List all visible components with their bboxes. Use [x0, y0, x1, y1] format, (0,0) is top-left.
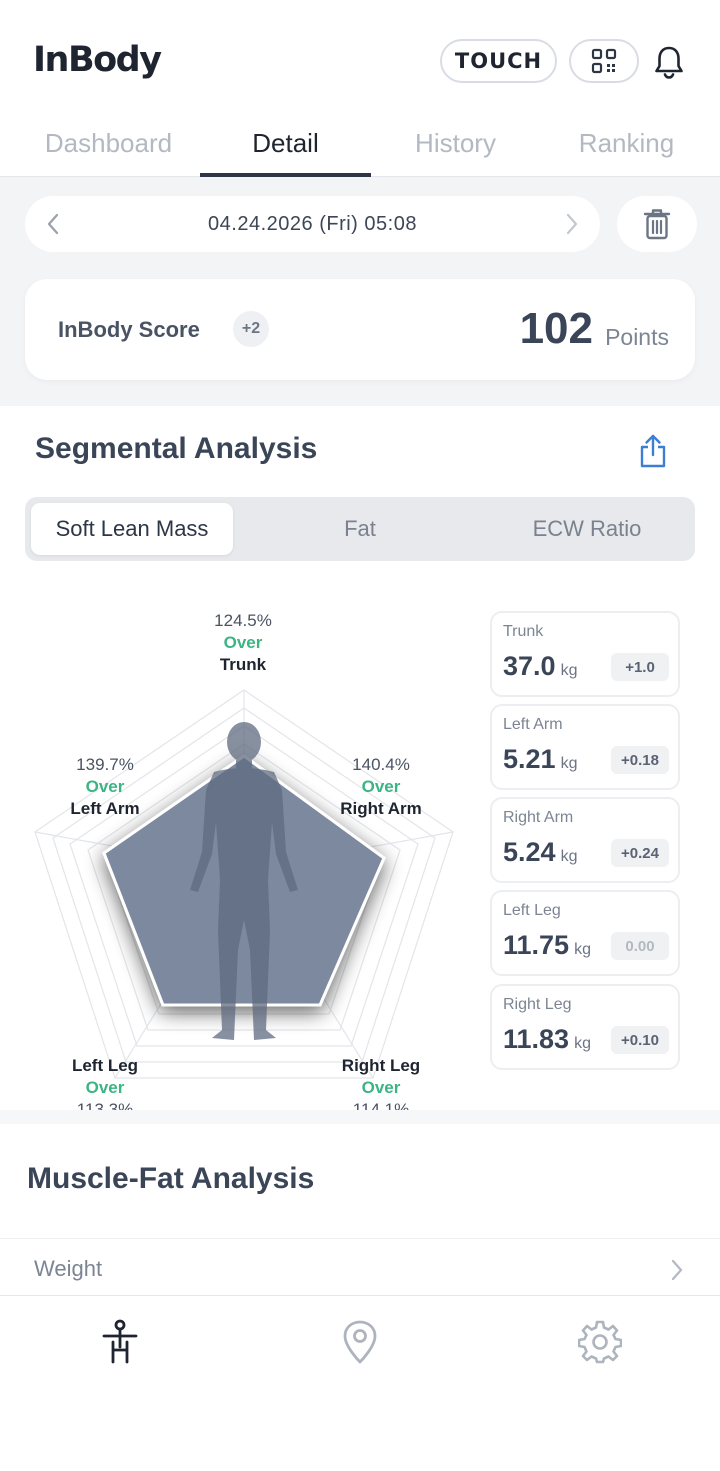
segment-change-badge: +0.24	[611, 839, 669, 867]
segment-selector: Soft Lean Mass Fat ECW Ratio	[25, 497, 695, 561]
inbody-score-card[interactable]: InBody Score +2 102 Points	[25, 279, 695, 380]
radar-label-right-arm: 140.4% Over Right Arm	[340, 755, 422, 818]
location-pin-icon	[343, 1320, 377, 1364]
score-label: InBody Score	[58, 317, 200, 342]
weight-row[interactable]: Weight	[0, 1238, 720, 1296]
bell-icon	[655, 46, 683, 79]
segment-card-left-leg[interactable]: Left Leg 11.75 kg 0.00	[490, 890, 680, 976]
delete-button[interactable]	[617, 196, 697, 252]
tab-detail[interactable]: Detail	[200, 110, 371, 177]
radar-label-trunk: 124.5% Over Trunk	[214, 611, 272, 674]
option-soft-lean-mass[interactable]: Soft Lean Mass	[31, 503, 233, 555]
segmental-analysis-title: Segmental Analysis	[35, 432, 318, 465]
segment-card-left-arm[interactable]: Left Arm 5.21 kg +0.18	[490, 704, 680, 790]
qr-code-button[interactable]	[569, 39, 639, 83]
segment-card-right-leg[interactable]: Right Leg 11.83 kg +0.10	[490, 984, 680, 1070]
trash-icon	[643, 209, 671, 240]
tab-dashboard[interactable]: Dashboard	[44, 127, 173, 158]
nav-location-button[interactable]	[336, 1318, 384, 1366]
chevron-right-icon	[566, 213, 578, 235]
segment-change-badge: 0.00	[611, 932, 669, 960]
segment-card-trunk[interactable]: Trunk 37.0 kg +1.0	[490, 611, 680, 697]
qr-code-icon	[591, 48, 617, 74]
segment-value: 37.0	[503, 651, 556, 681]
nav-settings-button[interactable]	[576, 1318, 624, 1366]
option-fat[interactable]: Fat	[344, 516, 376, 541]
score-unit: Points	[605, 324, 669, 350]
muscle-fat-analysis-title: Muscle-Fat Analysis	[27, 1162, 315, 1195]
next-date-button[interactable]	[558, 210, 586, 238]
share-button[interactable]	[637, 433, 669, 469]
body-figure-icon	[102, 1319, 138, 1364]
segment-change-badge: +0.10	[611, 1026, 669, 1054]
app-header: InBody TOUCH	[0, 0, 720, 110]
radar-label-left-arm: 139.7% Over Left Arm	[70, 755, 140, 818]
segment-value: 5.21	[503, 744, 556, 774]
chevron-left-icon	[47, 213, 59, 235]
segment-value: 11.83	[503, 1024, 570, 1054]
main-tabs: Dashboard Detail History Ranking	[0, 110, 720, 177]
chevron-right-icon	[670, 1259, 684, 1286]
segment-value: 11.75	[503, 930, 570, 960]
score-value: 102	[519, 304, 593, 353]
date-navigator: 04.24.2026 (Fri) 05:08	[25, 196, 600, 252]
inbody-logo: InBody	[33, 40, 162, 80]
segment-change-badge: +0.18	[611, 746, 669, 774]
body-silhouette	[190, 722, 298, 1040]
measurement-date: 04.24.2026 (Fri) 05:08	[208, 212, 417, 235]
previous-date-button[interactable]	[39, 210, 67, 238]
bottom-navigation	[0, 1295, 720, 1471]
score-change-badge: +2	[233, 311, 269, 347]
notification-button[interactable]	[651, 42, 687, 82]
segment-change-badge: +1.0	[611, 653, 669, 681]
share-icon	[640, 434, 666, 468]
segment-value: 5.24	[503, 837, 556, 867]
tab-ranking[interactable]: Ranking	[578, 127, 675, 158]
section-divider	[0, 1110, 720, 1124]
touch-button[interactable]: TOUCH	[440, 39, 557, 83]
tab-history[interactable]: History	[415, 127, 496, 158]
radar-label-left-leg: Left Leg Over 113.3%	[71, 1056, 139, 1119]
gear-icon	[578, 1320, 622, 1364]
segment-card-right-arm[interactable]: Right Arm 5.24 kg +0.24	[490, 797, 680, 883]
option-ecw-ratio[interactable]: ECW Ratio	[532, 516, 642, 541]
nav-body-button[interactable]	[96, 1318, 144, 1366]
weight-label: Weight	[34, 1256, 103, 1281]
segmental-radar-chart: 124.5% Over Trunk 139.7% Over Left Arm 1…	[0, 590, 480, 1120]
